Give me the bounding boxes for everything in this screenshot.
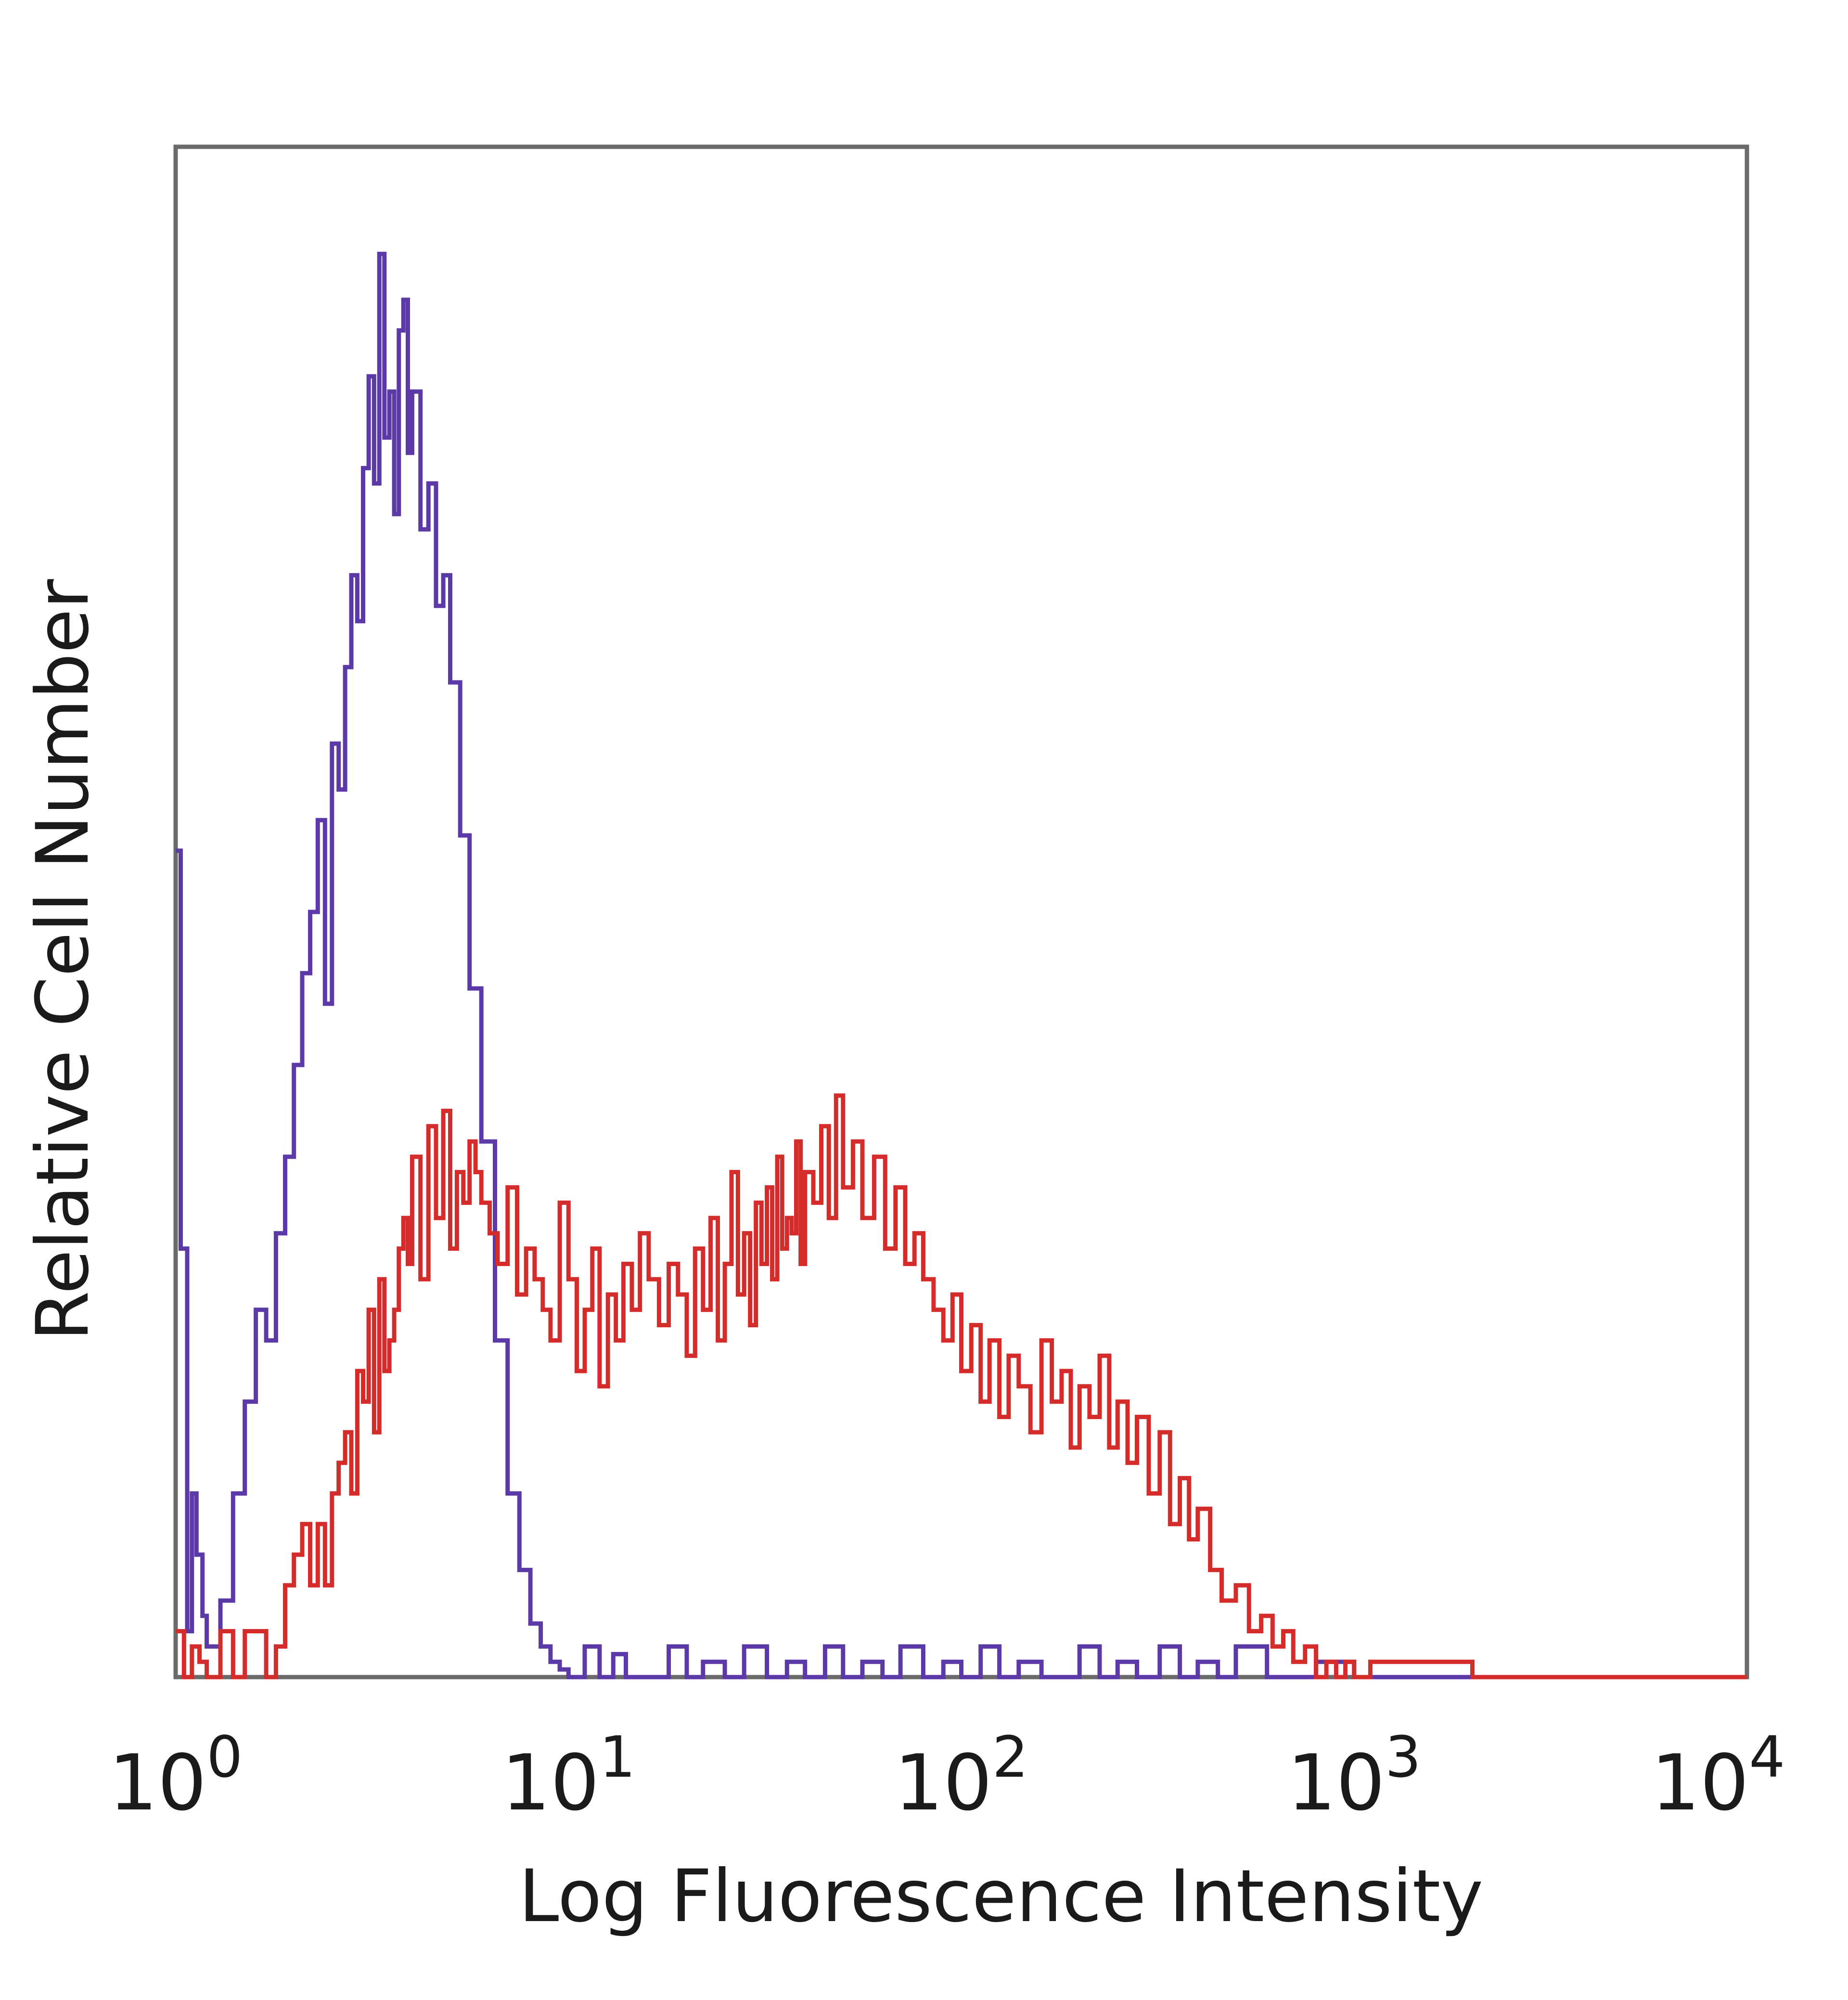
y-axis-title: Relative Cell Number [21,579,105,1341]
x-tick-exponent: 1 [600,1724,636,1790]
x-tick-exponent: 4 [1749,1724,1785,1790]
x-tick-labels: 100 101 102 103 104 [109,1724,1785,1828]
x-tick-label: 102 [894,1724,1028,1828]
histogram-series-2 [176,1093,1747,1679]
x-tick-label: 103 [1287,1724,1421,1828]
x-tick-exponent: 3 [1385,1724,1421,1790]
x-tick-label: 101 [501,1724,636,1828]
x-axis-title: Log Fluorescence Intensity [519,1855,1483,1938]
x-tick-label: 100 [109,1724,243,1828]
histogram-series-1 [176,252,1747,1679]
plot-frame [173,144,1749,1679]
x-tick-base: 10 [1287,1738,1385,1828]
x-tick-base: 10 [109,1738,207,1828]
x-tick-base: 10 [894,1738,992,1828]
x-tick-exponent: 0 [206,1724,243,1790]
x-tick-exponent: 2 [992,1724,1028,1790]
x-tick-label: 104 [1651,1724,1785,1828]
x-tick-base: 10 [1651,1738,1749,1828]
x-tick-base: 10 [501,1738,600,1828]
series-layer [176,252,1747,1679]
